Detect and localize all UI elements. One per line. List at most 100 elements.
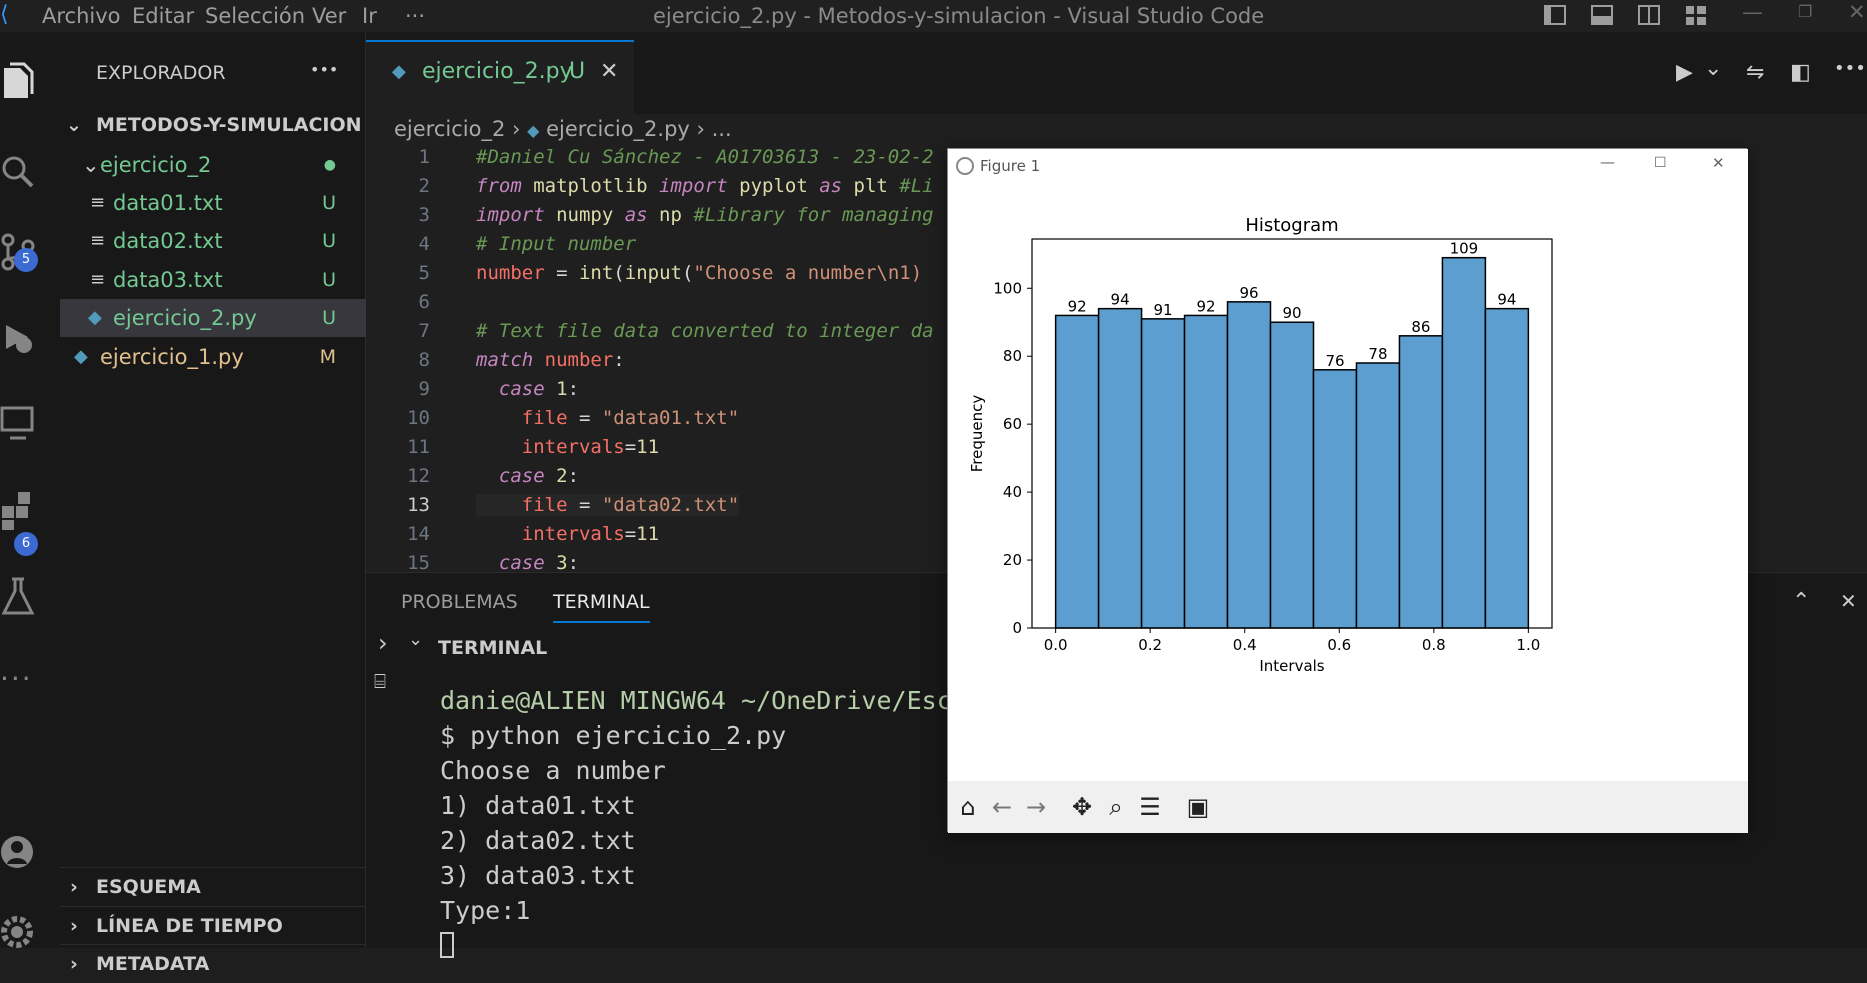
tab-problemas[interactable]: PROBLEMAS — [401, 591, 518, 613]
more-views-icon[interactable]: ··· — [0, 662, 33, 695]
scm-badge: 5 — [14, 248, 38, 272]
breadcrumb-folder[interactable]: ejercicio_2 — [394, 117, 506, 141]
menu-ir[interactable]: Ir — [362, 4, 377, 28]
terminal-icon[interactable]: ⌸ — [374, 669, 386, 693]
layout-panel-icon[interactable] — [1590, 3, 1614, 27]
maximize-icon[interactable]: ☐ — [1654, 155, 1667, 171]
section-linea-de-tiempo[interactable]: › LÍNEA DE TIEMPO — [60, 906, 366, 944]
terminal-cursor — [440, 932, 454, 958]
terminal-line: 3) data03.txt — [440, 861, 636, 890]
tree-file-ejercicio-1-py[interactable]: ◆ ejercicio_1.py M — [60, 338, 366, 376]
close-panel-icon[interactable]: ✕ — [1840, 589, 1857, 613]
figure-toolbar: ⌂ ← → ✥ ⌕ ☰ ▣ — [948, 781, 1748, 833]
menu-more[interactable]: ··· — [405, 4, 426, 28]
terminal-line: Choose a number — [440, 756, 666, 785]
terminal-line: Type:1 — [440, 896, 531, 925]
y-tick-label: 60 — [1003, 415, 1022, 433]
code-line: match number: — [476, 349, 625, 371]
line-number: 15 — [407, 552, 430, 574]
maximize-panel-icon[interactable]: ⌃ — [1792, 589, 1811, 614]
section-esquema[interactable]: › ESQUEMA — [60, 867, 366, 905]
menu-archivo[interactable]: Archivo — [42, 4, 121, 28]
line-number: 13 — [407, 494, 430, 516]
zoom-icon[interactable]: ⌕ — [1109, 793, 1123, 821]
account-icon[interactable] — [0, 832, 36, 872]
testing-icon[interactable] — [0, 577, 36, 617]
tree-file-data02[interactable]: ≡ data02.txt U — [60, 222, 366, 260]
close-window-icon[interactable]: ✕ — [1848, 0, 1866, 24]
python-file-icon: ◆ — [74, 346, 88, 367]
compare-icon[interactable]: ⇋ — [1746, 60, 1765, 85]
chevron-down-icon: ⌄ — [408, 629, 424, 650]
manage-gear-icon[interactable] — [0, 912, 36, 952]
extensions-icon[interactable] — [0, 492, 36, 532]
file-label: ejercicio_1.py — [100, 345, 244, 369]
search-icon[interactable] — [0, 152, 36, 192]
code-line: case 1: — [498, 378, 580, 400]
explorer-more-icon[interactable]: ••• — [310, 60, 339, 79]
section-label: ESQUEMA — [96, 876, 201, 898]
layout-secondary-icon[interactable] — [1637, 3, 1661, 27]
x-tick-label: 0.8 — [1422, 636, 1446, 654]
breadcrumb-more[interactable]: ... — [711, 117, 732, 141]
close-window-icon[interactable]: ✕ — [1712, 154, 1725, 172]
tree-file-data01[interactable]: ≡ data01.txt U — [60, 184, 366, 222]
tab-terminal[interactable]: TERMINAL — [553, 591, 650, 623]
terminal-line: 2) data02.txt — [440, 826, 636, 855]
remote-explorer-icon[interactable] — [0, 402, 36, 442]
back-arrow-icon[interactable]: ← — [991, 793, 1013, 821]
line-number: 14 — [407, 523, 430, 545]
figure-title: Figure 1 — [980, 157, 1041, 175]
tree-file-ejercicio-2-py[interactable]: ◆ ejercicio_2.py U — [60, 299, 366, 337]
tab-ejercicio-2-py[interactable]: ◆ ejercicio_2.py U ✕ — [366, 40, 634, 114]
code-line: # Input number — [476, 233, 637, 255]
menu-ver[interactable]: Ver — [312, 4, 347, 28]
text-file-icon: ≡ — [90, 230, 106, 251]
tab-label: ejercicio_2.py — [422, 59, 573, 84]
folder-label: ejercicio_2 — [100, 153, 212, 177]
code-line: case 3: — [498, 552, 580, 574]
customize-layout-icon[interactable] — [1684, 3, 1708, 27]
breadcrumb-file[interactable]: ejercicio_2.py — [546, 117, 690, 141]
restore-icon[interactable]: ❐ — [1798, 2, 1813, 21]
git-status-badge: U — [322, 269, 336, 291]
bar-value-label: 96 — [1239, 284, 1258, 302]
minimize-icon[interactable]: — — [1742, 0, 1763, 24]
y-tick-label: 100 — [993, 279, 1022, 297]
chevron-right-icon[interactable]: › — [378, 629, 388, 657]
save-icon[interactable]: ▣ — [1186, 793, 1210, 821]
more-actions-icon[interactable]: ••• — [1834, 58, 1866, 79]
pan-icon[interactable]: ✥ — [1071, 793, 1093, 821]
tree-file-data03[interactable]: ≡ data03.txt U — [60, 261, 366, 299]
vscode-logo-icon: ⟨ — [0, 2, 9, 27]
workspace-root[interactable]: ⌄ METODOS-Y-SIMULACION — [60, 106, 366, 144]
bar-value-label: 91 — [1154, 301, 1173, 319]
split-editor-icon[interactable]: ◧ — [1790, 60, 1811, 85]
breadcrumb: ejercicio_2 › ◆ ejercicio_2.py › ... — [394, 112, 732, 146]
run-debug-icon[interactable] — [0, 317, 36, 357]
line-number: 7 — [418, 320, 430, 342]
home-icon[interactable]: ⌂ — [960, 793, 976, 821]
x-tick-label: 1.0 — [1516, 636, 1540, 654]
code-line: from matplotlib import pyplot as plt #Li — [476, 175, 934, 197]
histogram-bar — [1140, 318, 1186, 629]
menu-editar[interactable]: Editar — [132, 4, 195, 28]
run-icon[interactable]: ▶ — [1676, 60, 1693, 85]
line-number: 11 — [407, 436, 430, 458]
chevron-down-icon[interactable]: ⌄ — [1704, 56, 1723, 81]
chevron-down-icon: ⌄ — [82, 153, 100, 177]
terminal-output[interactable]: danie@ALIEN MINGW64 ~/OneDrive/Esc $ pyt… — [440, 683, 952, 958]
layout-sidebar-icon[interactable] — [1543, 3, 1567, 27]
forward-arrow-icon[interactable]: → — [1025, 793, 1047, 821]
minimize-icon[interactable]: — — [1600, 153, 1615, 171]
explorer-icon[interactable] — [0, 62, 36, 102]
bar-value-label: 76 — [1325, 352, 1344, 370]
tab-bar: ◆ ejercicio_2.py U ✕ ▶ ⌄ ⇋ ◧ ••• — [366, 32, 1867, 114]
close-tab-icon[interactable]: ✕ — [600, 59, 619, 84]
menu-seleccion[interactable]: Selección — [205, 4, 306, 28]
terminal-line: 1) data01.txt — [440, 791, 636, 820]
tree-folder-ejercicio-2[interactable]: ⌄ ejercicio_2 ● — [60, 146, 366, 184]
configure-subplots-icon[interactable]: ☰ — [1139, 793, 1161, 821]
section-metadata[interactable]: › METADATA — [60, 944, 366, 982]
git-status-badge: U — [322, 307, 336, 329]
